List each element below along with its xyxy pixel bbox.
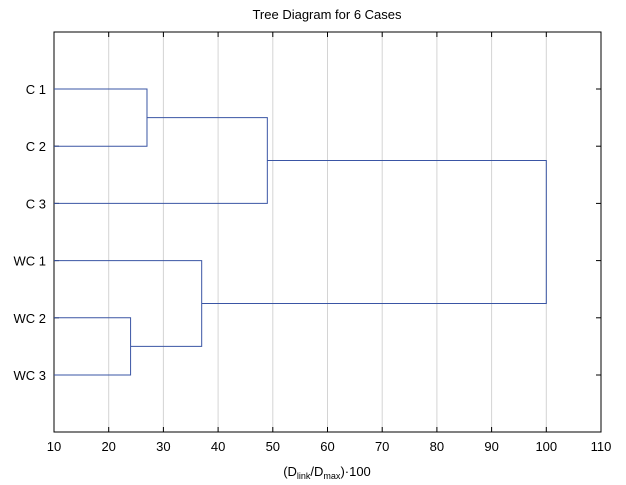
x-tick-labels: 10 20 30 40 50 60 70 80 90 100 110 [47,439,612,454]
chart-title: Tree Diagram for 6 Cases [252,7,402,22]
x-axis-label-end: )·100 [340,464,370,479]
x-axis-label-sub2: max [323,471,341,481]
x-axis-label-sub1: link [297,471,311,481]
x-tick-label: 100 [535,439,557,454]
x-tick-label: 50 [266,439,280,454]
x-tick-label: 80 [430,439,444,454]
case-label: WC 3 [14,368,47,383]
dendrogram-link [54,260,203,347]
x-tick-label: 10 [47,439,61,454]
x-tick-label: 110 [591,439,612,454]
case-label: C 1 [26,82,46,97]
x-tick-label: 30 [156,439,170,454]
dendrogram-link [54,88,148,147]
dendrogram-links [54,88,547,376]
case-label: C 3 [26,196,46,211]
dendrogram-link [201,160,547,304]
dendrogram-link [54,117,268,204]
dendrogram-link [54,317,132,376]
x-tick-label: 60 [320,439,334,454]
x-tick-label: 20 [101,439,115,454]
x-axis-label-mid: /D [310,464,323,479]
case-label: WC 2 [14,311,47,326]
case-label: WC 1 [14,254,47,269]
x-tick-label: 90 [484,439,498,454]
x-axis-label: (Dlink/Dmax)·100 [283,464,371,481]
x-axis-label-main: (D [283,464,297,479]
x-tick-label: 40 [211,439,225,454]
x-tick-label: 70 [375,439,389,454]
case-label: C 2 [26,139,46,154]
grid-lines [108,32,547,432]
case-labels: C 1 C 2 C 3 WC 1 WC 2 WC 3 [14,82,47,383]
